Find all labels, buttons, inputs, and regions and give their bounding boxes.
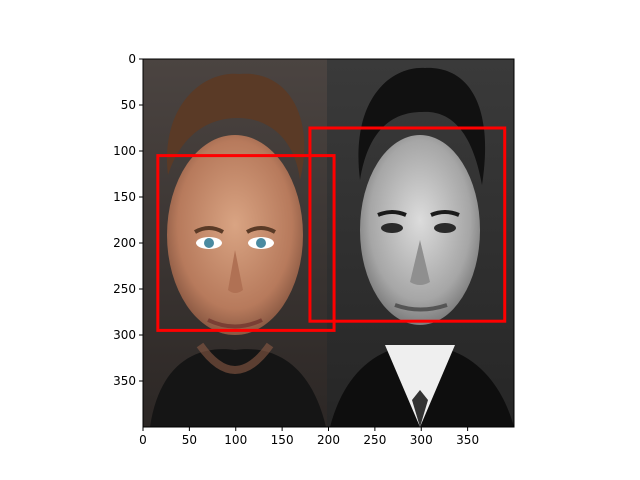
y-tick-label: 250 bbox=[113, 282, 136, 296]
x-tick-label: 150 bbox=[271, 433, 294, 447]
x-axis: 0 50 100 150 200 250 300 350 bbox=[139, 427, 479, 447]
right-face bbox=[330, 67, 514, 427]
bounding-box-1 bbox=[156, 154, 336, 332]
photo-image bbox=[143, 59, 514, 427]
y-tick-label: 200 bbox=[113, 236, 136, 250]
bounding-box-2 bbox=[308, 126, 507, 323]
x-tick-label: 300 bbox=[410, 433, 433, 447]
y-tick-label: 0 bbox=[128, 52, 136, 66]
y-tick-label: 300 bbox=[113, 328, 136, 342]
x-tick-label: 0 bbox=[139, 433, 147, 447]
left-face bbox=[150, 73, 326, 427]
y-tick-label: 150 bbox=[113, 190, 136, 204]
x-tick-label: 50 bbox=[182, 433, 197, 447]
x-tick-label: 100 bbox=[224, 433, 247, 447]
x-tick-label: 250 bbox=[363, 433, 386, 447]
bounding-boxes bbox=[156, 126, 507, 332]
x-tick-label: 350 bbox=[456, 433, 479, 447]
y-axis: 0 50 100 150 200 250 300 350 bbox=[113, 52, 143, 388]
y-tick-label: 50 bbox=[121, 98, 136, 112]
x-tick-label: 200 bbox=[317, 433, 340, 447]
y-tick-label: 350 bbox=[113, 374, 136, 388]
y-tick-label: 100 bbox=[113, 144, 136, 158]
